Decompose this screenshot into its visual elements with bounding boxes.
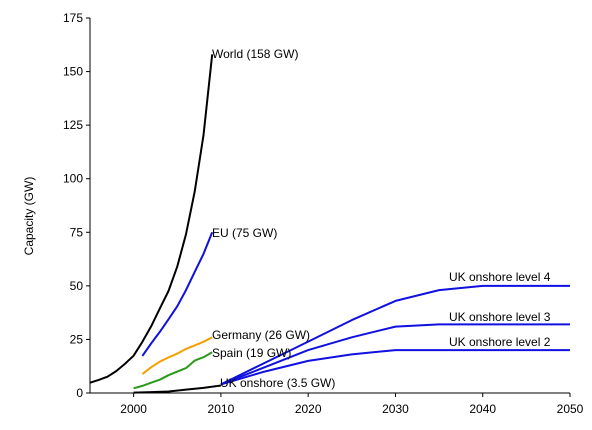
y-tick-label: 100 — [63, 172, 83, 186]
y-tick-label: 175 — [63, 11, 83, 25]
y-tick-label: 0 — [76, 386, 83, 400]
axes: 0 25 50 75 100 125 150 175 2000 2010 2020 2030 2040… — [63, 11, 584, 416]
x-ticks: 2000 2010 2020 2030 2040 2050 — [120, 393, 584, 416]
x-tick-label: 2000 — [120, 402, 147, 416]
series-label-uk-level-4: UK onshore level 4 — [449, 270, 551, 284]
y-tick-label: 25 — [70, 332, 84, 346]
y-tick-label: 150 — [63, 65, 83, 79]
series-line-uk_level3 — [220, 323, 570, 386]
x-tick-label: 2030 — [382, 402, 409, 416]
series-line-eu — [141, 231, 214, 357]
series-line-germany — [141, 336, 213, 375]
series-line-spain — [133, 351, 213, 390]
series-label-germany: Germany (26 GW) — [212, 328, 310, 342]
series-label-eu: EU (75 GW) — [212, 226, 277, 240]
y-tick-label: 125 — [63, 118, 83, 132]
y-axis-label: Capacity (GW) — [22, 177, 36, 256]
series-line-uk_level2 — [220, 349, 570, 386]
series-line-uk_level4 — [220, 284, 570, 386]
series-label-world: World (158 GW) — [212, 47, 298, 61]
series-label-uk-onshore: UK onshore (3.5 GW) — [220, 376, 335, 390]
series-label-spain: Spain (19 GW) — [212, 346, 291, 360]
series-label-uk-level-3: UK onshore level 3 — [449, 310, 551, 324]
series-line-world — [89, 54, 214, 384]
series-label-uk-level-2: UK onshore level 2 — [449, 335, 551, 349]
series-labels: World (158 GW) EU (75 GW) Germany (26 GW… — [212, 47, 551, 390]
y-tick-label: 75 — [70, 225, 84, 239]
x-tick-label: 2010 — [208, 402, 235, 416]
x-tick-label: 2050 — [557, 402, 584, 416]
x-tick-label: 2040 — [469, 402, 496, 416]
x-tick-label: 2020 — [295, 402, 322, 416]
series-group — [89, 54, 570, 394]
y-ticks: 0 25 50 75 100 125 150 175 — [63, 11, 90, 400]
series-line-uk_onshore — [133, 384, 222, 394]
y-tick-label: 50 — [70, 279, 84, 293]
